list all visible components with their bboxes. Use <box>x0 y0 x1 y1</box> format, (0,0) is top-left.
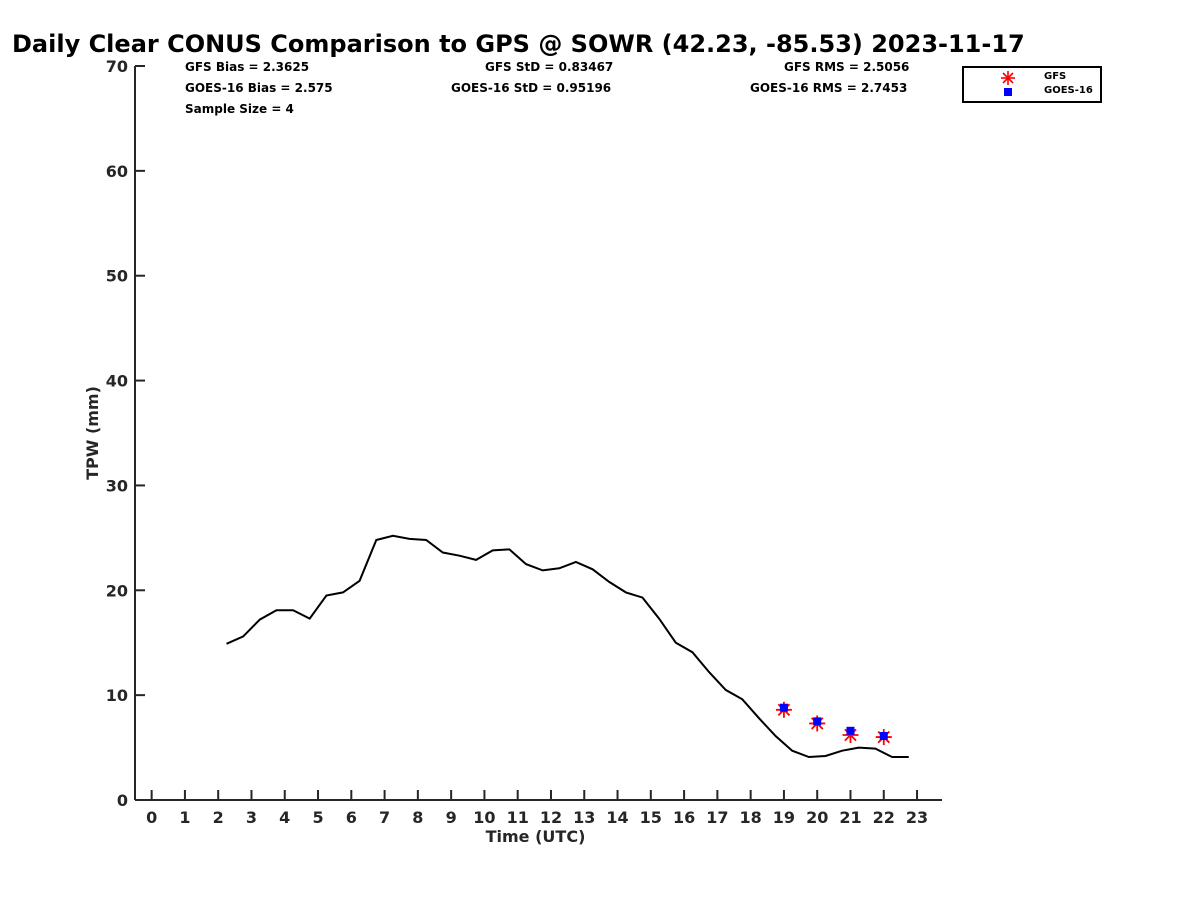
x-tick-label: 18 <box>740 808 762 827</box>
x-tick-label: 8 <box>412 808 423 827</box>
y-tick-label: 40 <box>106 372 128 391</box>
legend: GFS GOES-16 <box>962 66 1102 103</box>
goes-square-icon <box>1004 88 1012 96</box>
gfs-bias-text: GFS Bias = 2.3625 <box>185 60 310 74</box>
x-tick-label: 4 <box>279 808 290 827</box>
goes-point <box>813 717 822 726</box>
legend-item-gfs: GFS <box>964 71 1100 85</box>
x-tick-label: 10 <box>473 808 495 827</box>
x-tick-label: 23 <box>906 808 928 827</box>
x-tick-label: 6 <box>346 808 357 827</box>
x-tick-label: 12 <box>540 808 562 827</box>
legend-item-goes: GOES-16 <box>964 85 1100 99</box>
x-tick-label: 17 <box>706 808 728 827</box>
x-tick-label: 1 <box>179 808 190 827</box>
x-axis-label: Time (UTC) <box>486 827 586 846</box>
x-tick-label: 20 <box>806 808 828 827</box>
goes-point <box>879 732 888 741</box>
gfs-std-text: GFS StD = 0.83467 <box>485 60 614 74</box>
x-tick-label: 13 <box>573 808 595 827</box>
x-tick-label: 22 <box>873 808 895 827</box>
x-tick-label: 15 <box>640 808 662 827</box>
y-tick-label: 10 <box>106 686 128 705</box>
goes-std-text: GOES-16 StD = 0.95196 <box>451 81 612 95</box>
gfs-asterisk-icon <box>1001 71 1015 85</box>
y-tick-label: 60 <box>106 162 128 181</box>
x-tick-label: 11 <box>507 808 529 827</box>
x-tick-label: 21 <box>839 808 861 827</box>
y-tick-label: 50 <box>106 267 128 286</box>
x-tick-label: 0 <box>146 808 157 827</box>
x-tick-label: 14 <box>606 808 628 827</box>
x-tick-label: 19 <box>773 808 795 827</box>
x-tick-label: 16 <box>673 808 695 827</box>
goes-rms-text: GOES-16 RMS = 2.7453 <box>750 81 908 95</box>
x-tick-label: 5 <box>312 808 323 827</box>
x-tick-label: 9 <box>446 808 457 827</box>
legend-label-gfs: GFS <box>1044 71 1067 82</box>
gps-series-line <box>226 534 909 759</box>
x-tick-label: 3 <box>246 808 257 827</box>
y-tick-label: 70 <box>106 57 128 76</box>
gfs-rms-text: GFS RMS = 2.5056 <box>784 60 910 74</box>
y-axis-label: TPW (mm) <box>83 386 102 480</box>
x-tick-label: 7 <box>379 808 390 827</box>
y-tick-label: 0 <box>117 791 128 810</box>
goes-bias-text: GOES-16 Bias = 2.575 <box>185 81 333 95</box>
sample-size-text: Sample Size = 4 <box>185 102 294 116</box>
y-tick-label: 20 <box>106 581 128 600</box>
chart-title: Daily Clear CONUS Comparison to GPS @ SO… <box>12 30 1025 58</box>
goes-point <box>779 703 788 712</box>
x-tick-label: 2 <box>213 808 224 827</box>
goes-point <box>846 726 855 735</box>
y-tick-label: 30 <box>106 476 128 495</box>
legend-label-goes: GOES-16 <box>1044 85 1093 96</box>
